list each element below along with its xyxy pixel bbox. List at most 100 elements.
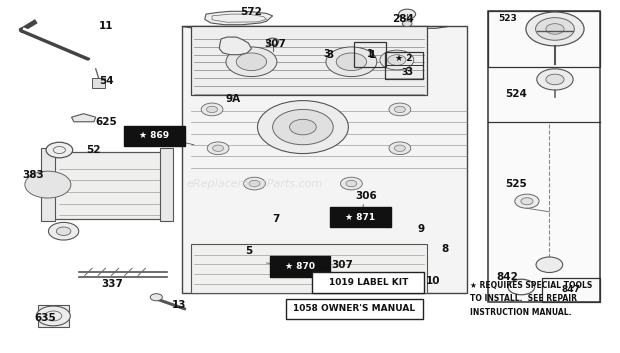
- Polygon shape: [71, 114, 95, 122]
- Bar: [92, 78, 105, 88]
- Text: TO INSTALL.  SEE REPAIR: TO INSTALL. SEE REPAIR: [469, 294, 577, 304]
- Text: 3: 3: [401, 68, 407, 77]
- Circle shape: [207, 142, 229, 155]
- Circle shape: [25, 171, 71, 198]
- Text: 5: 5: [245, 246, 252, 256]
- Text: 13: 13: [172, 300, 186, 310]
- Text: 847: 847: [562, 285, 580, 294]
- Circle shape: [546, 24, 564, 34]
- Circle shape: [56, 227, 71, 235]
- Circle shape: [537, 69, 573, 90]
- Text: ★ 870: ★ 870: [285, 262, 315, 271]
- Text: 306: 306: [356, 191, 378, 201]
- Text: 572: 572: [241, 7, 262, 17]
- Text: 1: 1: [367, 49, 374, 59]
- Text: ★ 2: ★ 2: [396, 54, 413, 63]
- Text: 3: 3: [405, 67, 412, 77]
- Bar: [488, 11, 600, 67]
- Circle shape: [257, 101, 348, 154]
- Text: 3: 3: [327, 50, 334, 60]
- Text: 1058 OWNER'S MANUAL: 1058 OWNER'S MANUAL: [293, 304, 415, 313]
- Bar: [41, 148, 55, 221]
- Circle shape: [388, 55, 406, 65]
- Circle shape: [536, 18, 574, 40]
- Text: 52: 52: [87, 145, 101, 155]
- Text: 524: 524: [505, 89, 527, 98]
- Circle shape: [380, 50, 414, 70]
- Text: 525: 525: [505, 179, 527, 189]
- Bar: [45, 152, 161, 219]
- Text: eReplacementParts.com: eReplacementParts.com: [186, 179, 322, 189]
- Circle shape: [290, 119, 316, 135]
- Text: 284: 284: [392, 14, 414, 24]
- Circle shape: [521, 198, 533, 205]
- Text: 3: 3: [324, 49, 330, 59]
- Text: 10: 10: [426, 276, 440, 286]
- Bar: [312, 272, 425, 293]
- Circle shape: [249, 180, 260, 187]
- Text: ★ 869: ★ 869: [140, 131, 169, 140]
- Circle shape: [546, 74, 564, 85]
- Text: 54: 54: [99, 76, 113, 86]
- Bar: [124, 126, 185, 146]
- Text: ★ REQUIRES SPECIAL TOOLS: ★ REQUIRES SPECIAL TOOLS: [469, 281, 592, 290]
- Circle shape: [150, 294, 162, 301]
- Circle shape: [340, 177, 362, 190]
- Text: 383: 383: [22, 170, 44, 180]
- Text: 7: 7: [272, 214, 280, 224]
- Bar: [270, 256, 330, 277]
- Bar: [38, 305, 69, 327]
- Circle shape: [326, 47, 377, 77]
- Polygon shape: [182, 26, 448, 28]
- Circle shape: [526, 12, 584, 46]
- Circle shape: [346, 180, 357, 187]
- Circle shape: [226, 47, 277, 77]
- Circle shape: [46, 142, 73, 158]
- Circle shape: [201, 103, 223, 116]
- Circle shape: [336, 53, 366, 71]
- Bar: [488, 11, 600, 302]
- Text: 11: 11: [99, 22, 113, 31]
- Circle shape: [389, 103, 411, 116]
- Circle shape: [244, 177, 265, 190]
- Text: 9: 9: [417, 225, 425, 234]
- Text: 635: 635: [35, 313, 56, 323]
- Circle shape: [394, 106, 405, 113]
- Circle shape: [399, 9, 415, 19]
- Bar: [160, 148, 173, 221]
- Circle shape: [515, 194, 539, 208]
- Circle shape: [206, 106, 218, 113]
- Text: 9A: 9A: [226, 94, 241, 104]
- Circle shape: [273, 109, 333, 145]
- Text: 523: 523: [498, 14, 517, 23]
- Text: 1: 1: [369, 50, 376, 60]
- Bar: [355, 42, 386, 67]
- Polygon shape: [205, 11, 273, 25]
- Circle shape: [267, 38, 279, 45]
- Bar: [330, 207, 391, 227]
- Bar: [191, 26, 427, 95]
- Text: 307: 307: [331, 260, 353, 270]
- Circle shape: [389, 142, 411, 155]
- Text: 337: 337: [101, 279, 123, 289]
- Circle shape: [48, 222, 79, 240]
- Text: 842: 842: [497, 272, 519, 282]
- Circle shape: [37, 306, 70, 326]
- Text: 625: 625: [95, 117, 117, 127]
- Polygon shape: [219, 37, 252, 55]
- Bar: [182, 26, 466, 293]
- Bar: [385, 52, 423, 79]
- Bar: [286, 299, 423, 319]
- Text: 1019 LABEL KIT: 1019 LABEL KIT: [329, 278, 408, 287]
- Bar: [542, 278, 600, 302]
- Circle shape: [236, 53, 267, 71]
- Bar: [191, 244, 427, 293]
- Circle shape: [402, 21, 412, 26]
- Circle shape: [213, 145, 224, 151]
- Text: 307: 307: [265, 39, 286, 49]
- Circle shape: [536, 257, 563, 273]
- Circle shape: [394, 145, 405, 151]
- Text: INSTRUCTION MANUAL.: INSTRUCTION MANUAL.: [469, 308, 571, 317]
- Text: 8: 8: [441, 244, 449, 254]
- Text: ★ 871: ★ 871: [345, 213, 376, 222]
